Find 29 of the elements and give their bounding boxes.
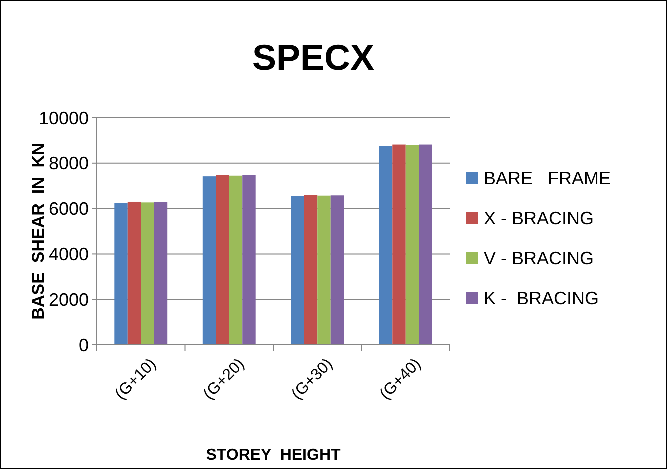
legend-label: K - BRACING: [484, 288, 600, 308]
x-axis-title: STOREY HEIGHT: [206, 447, 341, 464]
bar: [242, 175, 256, 345]
chart-title: SPECX: [252, 37, 375, 78]
y-tick-label: 2000: [48, 290, 89, 310]
bar: [379, 146, 393, 345]
legend-label: V - BRACING: [484, 248, 594, 268]
bar: [392, 144, 406, 345]
bar: [304, 195, 318, 345]
bar: [330, 196, 344, 345]
y-tick-label: 0: [78, 335, 89, 356]
bar: [419, 144, 432, 345]
bar: [216, 175, 230, 345]
legend-label: BARE FRAME: [484, 168, 612, 188]
y-tick-label: 6000: [48, 199, 89, 220]
y-axis-title: BASE SHEAR IN KN: [29, 143, 48, 320]
bar: [128, 202, 142, 345]
bar: [154, 202, 168, 345]
y-tick-label: 8000: [48, 154, 89, 174]
bar: [202, 176, 216, 345]
legend-label: X - BRACING: [484, 208, 594, 228]
y-tick-label: 4000: [48, 244, 89, 264]
bar: [406, 145, 420, 345]
bar: [141, 202, 154, 345]
bar: [229, 176, 243, 345]
y-tick-label: 10000: [38, 108, 89, 128]
bar: [318, 196, 331, 345]
bar: [291, 196, 304, 345]
bar: [114, 203, 128, 345]
